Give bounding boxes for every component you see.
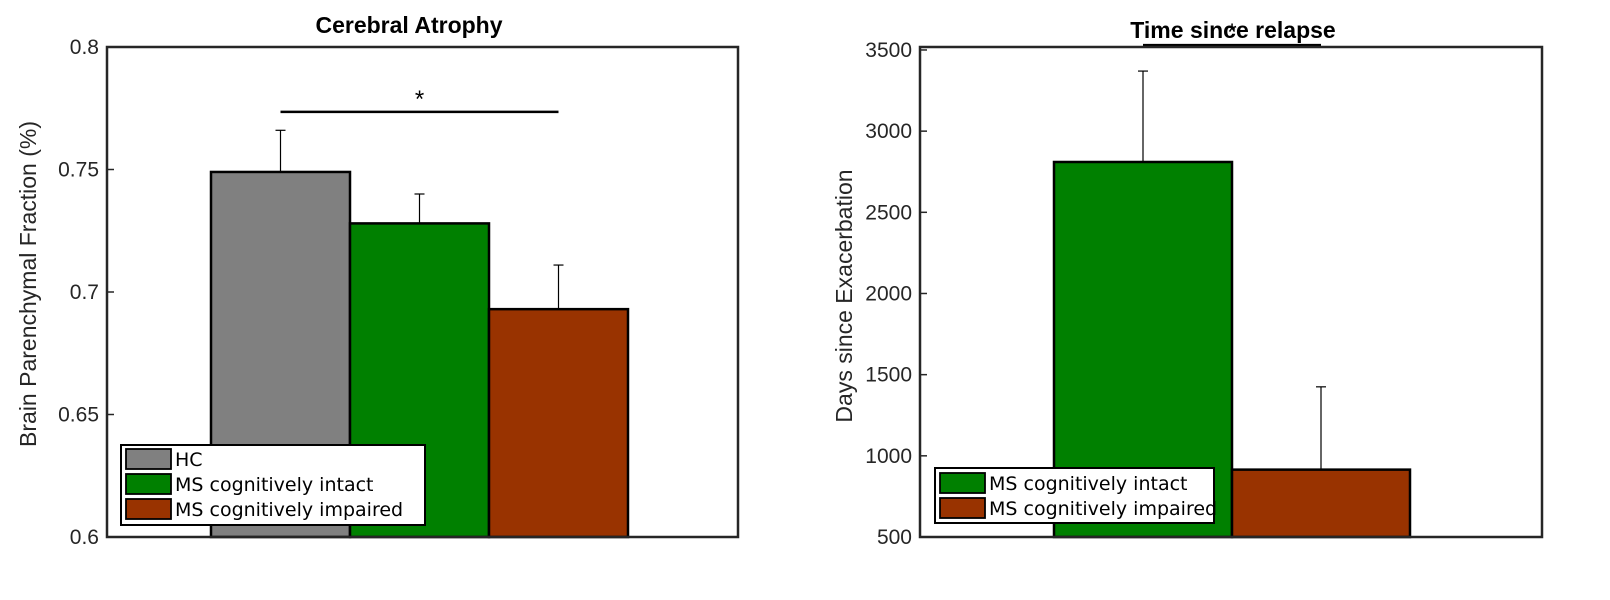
y-axis-label: Days since Exacerbation bbox=[831, 169, 857, 422]
chart-time-since-relapse: Time since relapse Days since Exacerbati… bbox=[831, 17, 1544, 549]
legend: HC MS cognitively intact MS cognitively … bbox=[120, 444, 426, 526]
significance-marker: * bbox=[1143, 19, 1321, 47]
legend-label-ms-intact: MS cognitively intact bbox=[175, 474, 373, 496]
error-bars bbox=[275, 129, 564, 310]
legend: MS cognitively intact MS cognitively imp… bbox=[934, 467, 1217, 524]
y-ticks: 500 1000 1500 2000 2500 3000 3500 bbox=[865, 39, 927, 549]
legend-swatch-ms-intact bbox=[939, 472, 986, 494]
error-bars bbox=[1138, 70, 1326, 470]
legend-label-ms-intact: MS cognitively intact bbox=[989, 473, 1187, 495]
bar-ms-cognitively-impaired bbox=[487, 307, 630, 539]
y-tick-label: 0.65 bbox=[58, 404, 99, 427]
significance-marker: * bbox=[280, 86, 559, 114]
y-tick-label: 1500 bbox=[865, 364, 912, 387]
significance-star: * bbox=[1227, 19, 1236, 46]
y-tick-label: 0.75 bbox=[58, 159, 99, 182]
y-tick-label: 3000 bbox=[865, 120, 912, 143]
plot-frame bbox=[918, 45, 1544, 539]
y-ticks: 0.6 0.65 0.7 0.75 0.8 bbox=[58, 36, 114, 549]
y-tick-label: 1000 bbox=[865, 445, 912, 468]
chart-cerebral-atrophy: Cerebral Atrophy Brain Parenchymal Fract… bbox=[15, 12, 740, 549]
legend-label-ms-impaired: MS cognitively impaired bbox=[175, 499, 403, 521]
significance-star: * bbox=[415, 86, 424, 113]
bar-ms-cognitively-impaired bbox=[1230, 468, 1412, 539]
plot-frame bbox=[105, 45, 740, 539]
y-tick-label: 2500 bbox=[865, 201, 912, 224]
y-tick-label: 0.8 bbox=[70, 36, 99, 59]
legend-swatch-ms-impaired bbox=[939, 497, 986, 519]
chart-title: Time since relapse bbox=[1130, 17, 1335, 43]
y-axis-label: Brain Parenchymal Fraction (%) bbox=[15, 121, 41, 447]
chart-title: Cerebral Atrophy bbox=[315, 12, 502, 38]
legend-swatch-hc bbox=[125, 448, 172, 470]
legend-swatch-ms-impaired bbox=[125, 498, 172, 520]
y-tick-label: 0.6 bbox=[70, 526, 99, 549]
y-tick-label: 2000 bbox=[865, 282, 912, 305]
y-tick-label: 500 bbox=[877, 526, 912, 549]
legend-label-hc: HC bbox=[175, 449, 203, 471]
y-tick-label: 3500 bbox=[865, 39, 912, 62]
legend-swatch-ms-intact bbox=[125, 473, 172, 495]
y-tick-label: 0.7 bbox=[70, 281, 99, 304]
legend-label-ms-impaired: MS cognitively impaired bbox=[989, 498, 1217, 520]
